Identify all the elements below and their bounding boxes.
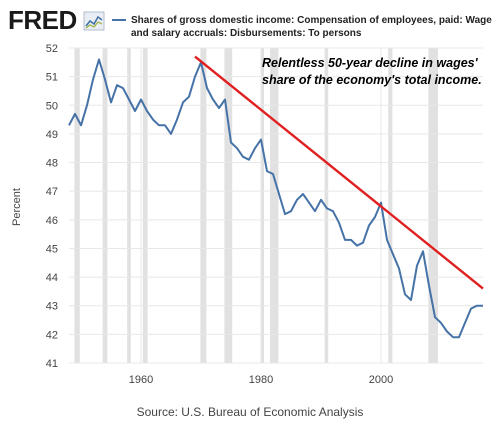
y-tick-label-51: 51	[46, 72, 58, 84]
y-axis-label: Percent	[11, 188, 23, 226]
y-tick-label-44: 44	[46, 272, 58, 284]
recession-band-3	[142, 48, 148, 363]
recession-band-6	[261, 48, 264, 363]
trendline-layer	[194, 55, 484, 290]
y-tick-label-50: 50	[46, 100, 58, 112]
annotation-line1: Relentless 50-year decline in wages'	[262, 56, 479, 70]
x-axis-ticks: 1960 1980 2000	[129, 374, 393, 386]
recession-band-4	[200, 48, 207, 363]
fred-logo-chart-icon	[83, 11, 105, 31]
y-tick-label-46: 46	[46, 215, 58, 227]
recession-band-8	[324, 48, 329, 363]
y-tick-label-41: 41	[46, 358, 58, 370]
fred-logo: FRED	[8, 5, 105, 35]
recession-bands	[74, 48, 438, 363]
y-tick-label-42: 42	[46, 329, 58, 341]
y-axis-ticks: 41 42 43 44 45 46 47 48 49 50 51 52	[46, 43, 58, 370]
recession-band-1	[102, 48, 108, 363]
x-tick-label-2000: 2000	[369, 374, 393, 386]
y-tick-label-43: 43	[46, 301, 58, 313]
fred-logo-text: FRED	[8, 5, 77, 35]
recession-band-10	[428, 48, 438, 363]
recession-band-5	[224, 48, 233, 363]
series-layer	[68, 58, 483, 339]
x-tick-label-1980: 1980	[249, 374, 273, 386]
y-tick-label-47: 47	[46, 186, 58, 198]
grid-lines	[69, 47, 483, 364]
source-note: Source: U.S. Bureau of Economic Analysis	[137, 405, 364, 419]
recession-band-9	[388, 48, 393, 363]
series-line-0	[68, 58, 483, 339]
legend: Shares of gross domestic income: Compens…	[112, 15, 492, 39]
recession-band-0	[74, 48, 80, 363]
legend-label-line1: Shares of gross domestic income: Compens…	[131, 15, 492, 26]
x-tick-label-1960: 1960	[129, 374, 153, 386]
y-tick-label-52: 52	[46, 43, 58, 55]
annotation-line2: share of the economy's total income.	[262, 73, 482, 87]
legend-label-line2: and salary accruals: Disbursements: To p…	[131, 28, 362, 39]
recession-band-2	[127, 48, 131, 363]
recession-band-7	[270, 48, 279, 363]
annotation: Relentless 50-year decline in wages' sha…	[262, 56, 482, 87]
trendline	[194, 55, 484, 290]
y-tick-label-48: 48	[46, 158, 58, 170]
y-tick-label-49: 49	[46, 129, 58, 141]
y-tick-label-45: 45	[46, 243, 58, 255]
